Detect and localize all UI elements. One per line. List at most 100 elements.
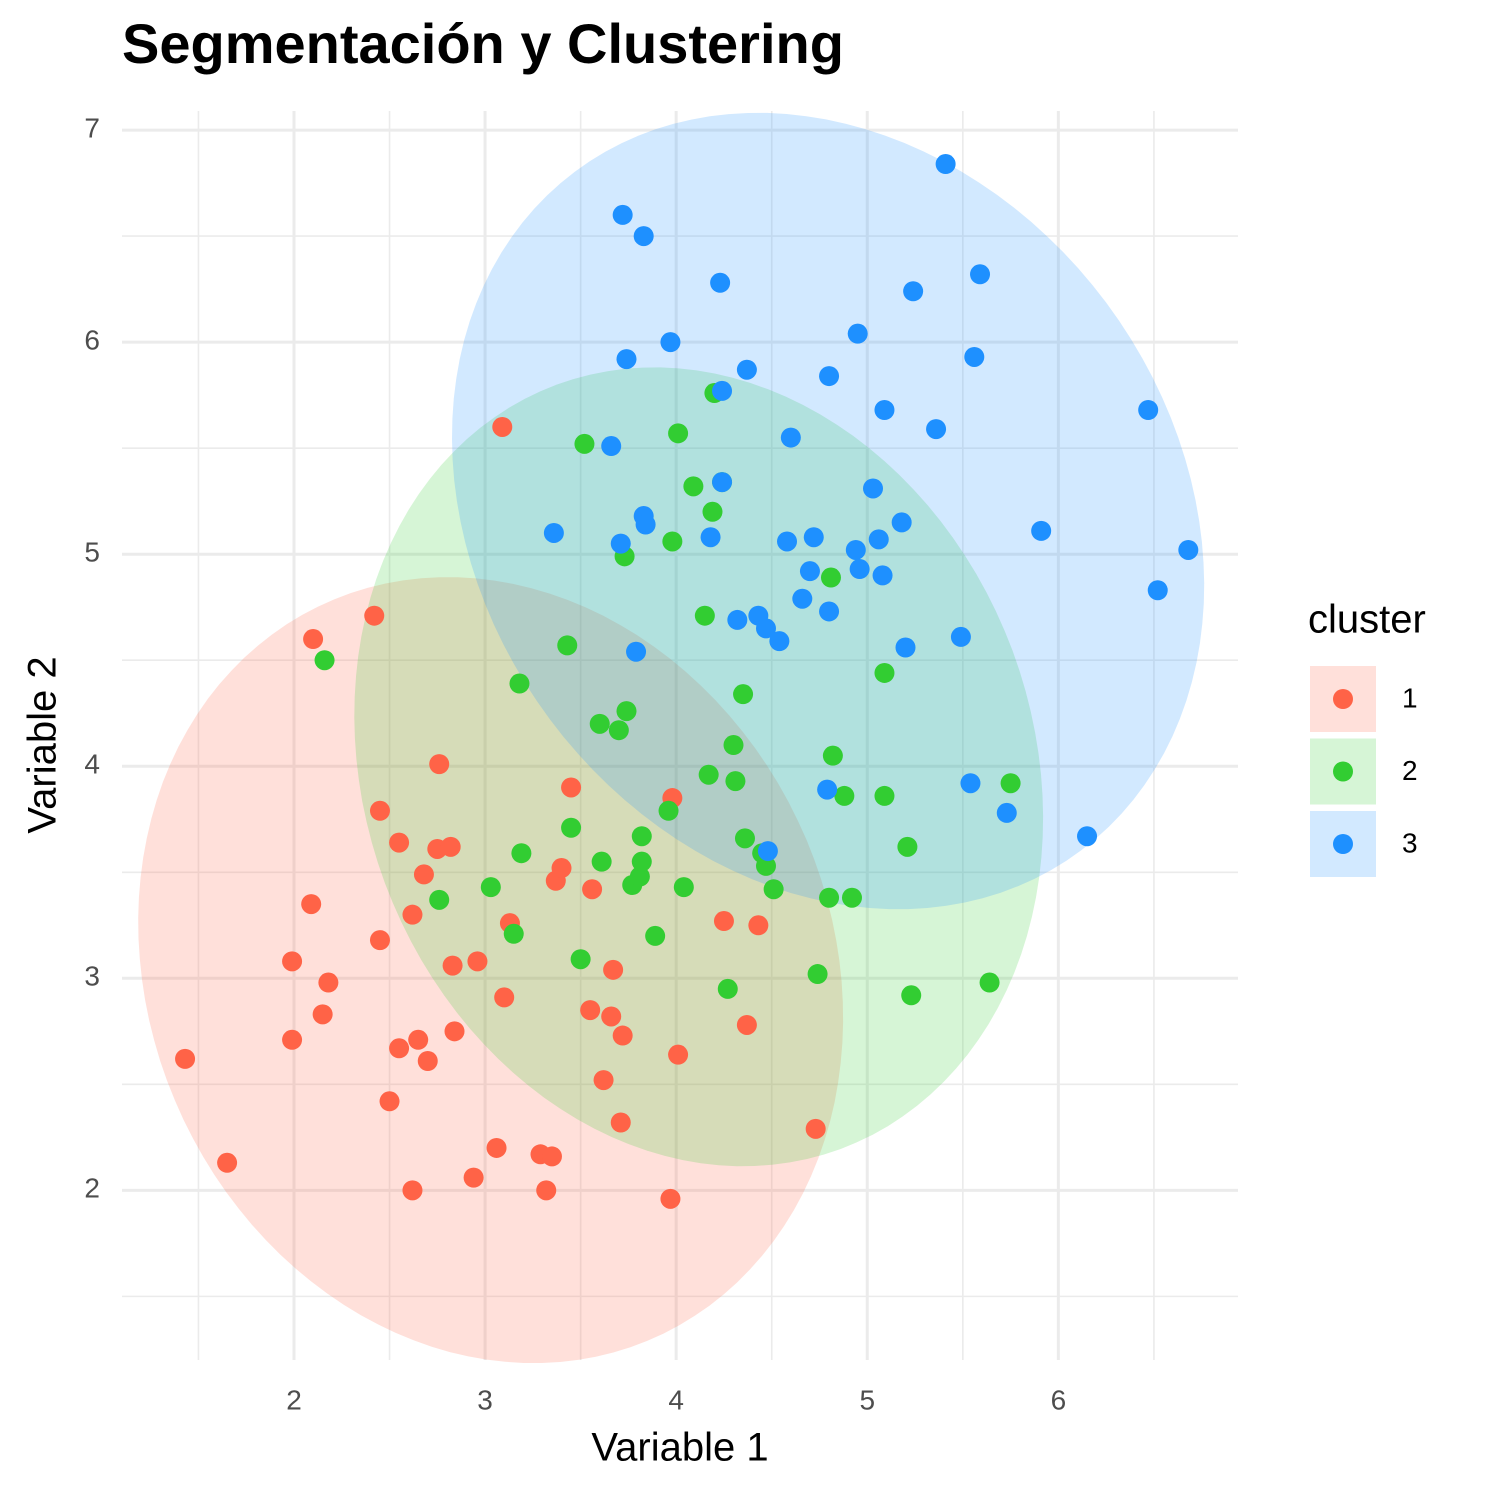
legend-title: cluster bbox=[1308, 598, 1426, 642]
point bbox=[633, 226, 654, 247]
point bbox=[1178, 539, 1199, 560]
y-tick-label: 2 bbox=[84, 1173, 100, 1204]
x-axis-label: Variable 1 bbox=[591, 1426, 768, 1470]
point bbox=[408, 1029, 429, 1050]
point bbox=[282, 1029, 303, 1050]
ellipse bbox=[354, 367, 1044, 1167]
point bbox=[874, 785, 895, 806]
point bbox=[429, 754, 450, 775]
point bbox=[402, 904, 423, 925]
y-tick-label: 4 bbox=[84, 749, 100, 780]
y-tick-label: 6 bbox=[84, 325, 100, 356]
grid bbox=[122, 111, 1238, 1360]
point bbox=[668, 423, 689, 444]
point bbox=[582, 879, 603, 900]
point bbox=[736, 1014, 757, 1035]
point bbox=[950, 626, 971, 647]
point bbox=[727, 609, 748, 630]
point bbox=[369, 800, 390, 821]
point bbox=[557, 635, 578, 656]
legend-dot bbox=[1333, 834, 1353, 854]
point bbox=[413, 864, 434, 885]
point bbox=[551, 858, 572, 879]
point bbox=[874, 399, 895, 420]
point bbox=[700, 527, 721, 548]
point bbox=[314, 650, 335, 671]
point bbox=[755, 618, 776, 639]
point bbox=[440, 836, 461, 857]
point bbox=[635, 514, 656, 535]
x-tick-label: 6 bbox=[1051, 1384, 1067, 1415]
x-tick-label: 4 bbox=[668, 1384, 684, 1415]
point bbox=[1147, 580, 1168, 601]
point bbox=[897, 836, 918, 857]
point bbox=[511, 843, 532, 864]
point bbox=[780, 427, 801, 448]
y-tick-label: 5 bbox=[84, 537, 100, 568]
chart-title: Segmentación y Clustering bbox=[122, 12, 844, 75]
point bbox=[603, 959, 624, 980]
point bbox=[379, 1091, 400, 1112]
point bbox=[282, 951, 303, 972]
point bbox=[442, 955, 463, 976]
point bbox=[736, 359, 757, 380]
point bbox=[725, 771, 746, 792]
point bbox=[970, 264, 991, 285]
point bbox=[486, 1137, 507, 1158]
point bbox=[817, 779, 838, 800]
point bbox=[389, 1038, 410, 1059]
point bbox=[819, 601, 840, 622]
point bbox=[769, 631, 790, 652]
point bbox=[494, 987, 515, 1008]
point bbox=[662, 531, 683, 552]
point bbox=[803, 527, 824, 548]
point bbox=[610, 1112, 631, 1133]
point bbox=[863, 478, 884, 499]
point bbox=[402, 1180, 423, 1201]
point bbox=[996, 802, 1017, 823]
point bbox=[561, 777, 582, 798]
point bbox=[467, 951, 488, 972]
legend-label: 3 bbox=[1402, 827, 1418, 858]
point bbox=[710, 272, 731, 293]
point bbox=[658, 800, 679, 821]
point bbox=[429, 889, 450, 910]
point bbox=[874, 662, 895, 683]
point bbox=[822, 745, 843, 766]
point bbox=[509, 673, 530, 694]
point bbox=[645, 925, 666, 946]
point bbox=[903, 281, 924, 302]
point bbox=[872, 565, 893, 586]
point bbox=[543, 522, 564, 543]
point bbox=[626, 641, 647, 662]
point bbox=[591, 851, 612, 872]
point bbox=[601, 1006, 622, 1027]
point bbox=[1031, 520, 1052, 541]
point bbox=[303, 629, 324, 650]
point bbox=[417, 1051, 438, 1072]
point bbox=[698, 764, 719, 785]
point bbox=[601, 436, 622, 457]
y-axis-label: Variable 2 bbox=[21, 656, 65, 833]
point bbox=[964, 346, 985, 367]
point bbox=[792, 588, 813, 609]
point bbox=[979, 972, 1000, 993]
point bbox=[312, 1004, 333, 1025]
point bbox=[820, 567, 841, 588]
point bbox=[589, 713, 610, 734]
point bbox=[683, 476, 704, 497]
legend-dot bbox=[1333, 689, 1353, 709]
point bbox=[610, 533, 631, 554]
legend-label: 2 bbox=[1402, 755, 1418, 786]
point bbox=[807, 964, 828, 985]
point bbox=[849, 559, 870, 580]
point bbox=[845, 539, 866, 560]
point bbox=[757, 841, 778, 862]
point bbox=[702, 501, 723, 522]
point bbox=[748, 915, 769, 936]
point bbox=[574, 433, 595, 454]
point bbox=[364, 605, 385, 626]
point bbox=[536, 1180, 557, 1201]
point bbox=[960, 773, 981, 794]
